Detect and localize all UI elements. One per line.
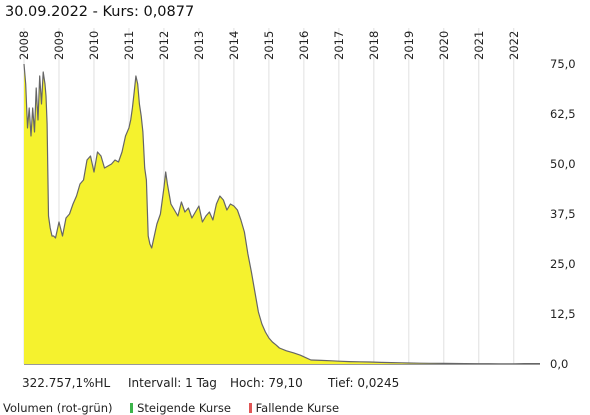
y-tick-label: 62,5 (550, 107, 576, 121)
x-tick-label: 2010 (87, 31, 101, 60)
volume-legend: Volumen (rot-grün) Steigende Kurse Falle… (3, 401, 339, 415)
y-tick-label: 0,0 (550, 357, 568, 371)
x-tick-label: 2018 (367, 31, 381, 60)
falling-label: Fallende Kurse (255, 401, 340, 415)
x-axis: 2008 2009 2010 2011 2012 2013 2014 2015 2016 2017… (17, 31, 521, 60)
x-tick-label: 2015 (262, 31, 276, 60)
interval-stat: Intervall: 1 Tag (128, 376, 217, 390)
kurs-label: - Kurs: (92, 4, 139, 20)
y-tick-label: 75,0 (550, 57, 576, 71)
date-label: 30.09.2022 (5, 4, 89, 20)
y-tick-label: 12,5 (550, 307, 576, 321)
x-tick-label: 2011 (122, 31, 136, 60)
kurs-value: 0,0877 (143, 4, 195, 20)
x-tick-label: 2013 (192, 31, 206, 60)
chart-title: 30.09.2022 - Kurs: 0,0877 (5, 4, 194, 20)
y-tick-label: 25,0 (550, 257, 576, 271)
x-tick-label: 2021 (472, 31, 486, 60)
high-stat: Hoch: 79,10 (230, 376, 303, 390)
rising-marker (130, 403, 134, 413)
x-tick-label: 2016 (297, 31, 311, 60)
falling-marker (248, 403, 252, 413)
price-area (24, 64, 540, 364)
x-tick-label: 2008 (17, 31, 31, 60)
x-tick-label: 2009 (52, 31, 66, 60)
y-tick-label: 37,5 (550, 207, 576, 221)
x-tick-label: 2014 (227, 31, 241, 60)
y-tick-label: 50,0 (550, 157, 576, 171)
price-line (23, 63, 540, 365)
x-tick-label: 2022 (507, 31, 521, 60)
x-tick-label: 2019 (402, 31, 416, 60)
x-tick-label: 2020 (437, 31, 451, 60)
y-axis: 75,0 62,5 50,0 37,5 25,0 12,5 0,0 (550, 57, 576, 371)
x-tick-label: 2012 (157, 31, 171, 60)
low-stat: Tief: 0,0245 (328, 376, 400, 390)
volume-label: Volumen (rot-grün) (3, 401, 113, 415)
rising-label: Steigende Kurse (137, 401, 231, 415)
x-tick-label: 2017 (332, 31, 346, 60)
change-stat: 322.757,1%HL (22, 376, 111, 390)
